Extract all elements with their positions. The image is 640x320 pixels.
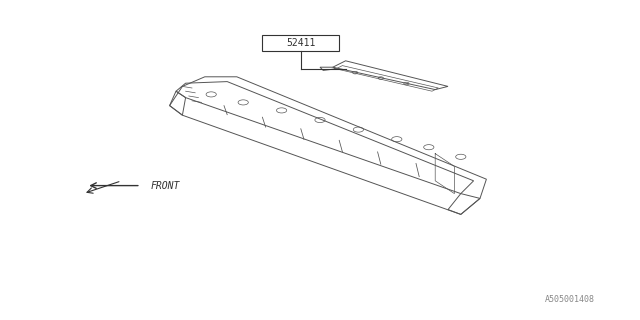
Text: FRONT: FRONT	[150, 180, 180, 191]
Text: A505001408: A505001408	[545, 295, 595, 304]
Text: 52411: 52411	[286, 37, 316, 48]
